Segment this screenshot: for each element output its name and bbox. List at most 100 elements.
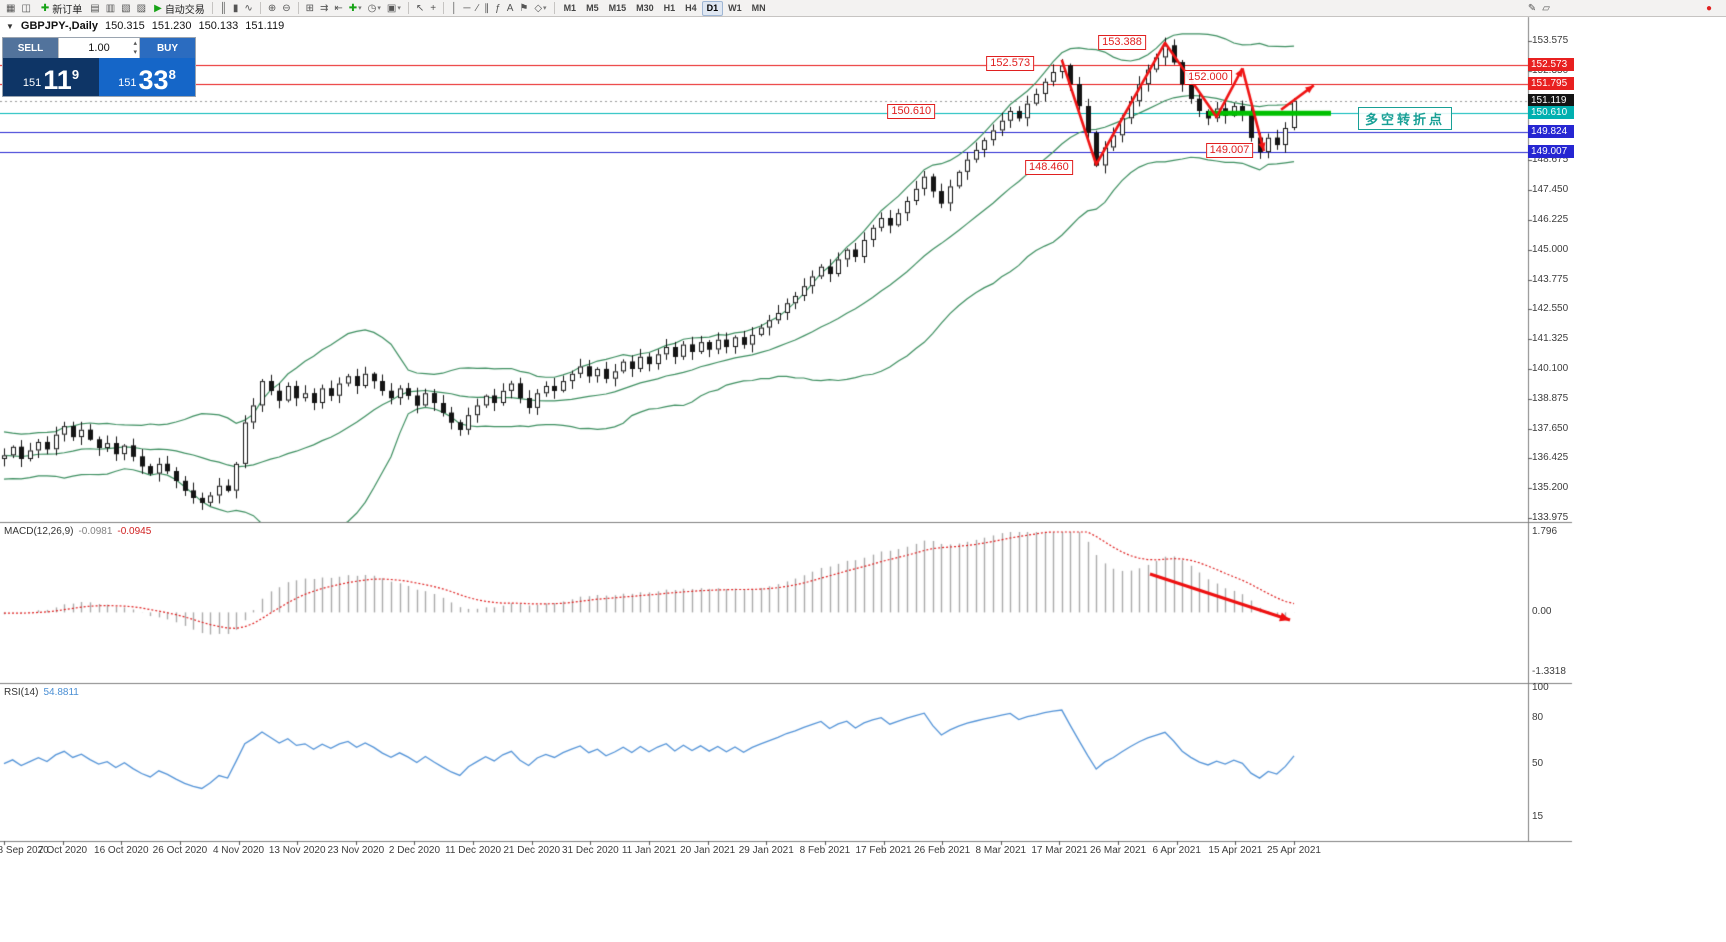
- navigator-icon: ▧: [121, 2, 131, 14]
- timeframe-H1-button[interactable]: H1: [663, 3, 676, 13]
- notification-icon-icon: ●: [1705, 2, 1712, 14]
- periods-button[interactable]: ◷ ▾: [365, 1, 384, 16]
- templates-icon: ▣: [386, 2, 397, 14]
- bid-small: 151: [22, 77, 42, 89]
- templates-button[interactable]: ▣ ▾: [384, 1, 404, 16]
- bid-sup: 9: [71, 67, 80, 82]
- new-order-button-label: 新订单: [52, 4, 83, 16]
- terminal-icon: ▨: [136, 2, 147, 14]
- rsi-indicator-label: RSI(14) 54.8811: [4, 687, 79, 698]
- new-chart-button[interactable]: ▦: [3, 1, 18, 16]
- rsi-value: 54.8811: [43, 687, 79, 698]
- data-window-icon: ▥: [105, 2, 116, 14]
- candlestick-chart-button[interactable]: ▮: [230, 1, 242, 16]
- toolbar-separator: [407, 2, 409, 14]
- mini-chart-icon-button[interactable]: ▱: [1539, 1, 1553, 16]
- fibonacci-icon: ƒ: [495, 2, 501, 14]
- vertical-line-icon: │: [451, 2, 458, 14]
- caret-down-icon: ▾: [377, 5, 381, 12]
- timeframe-M1-button[interactable]: M1: [563, 3, 577, 13]
- auto-trading-button[interactable]: ▶ 自动交易: [151, 1, 208, 16]
- macd-indicator-label: MACD(12,26,9) -0.0981 -0.0945: [4, 526, 151, 537]
- symbol-title: GBPJPY-,Daily: [20, 20, 98, 32]
- ask-price[interactable]: 151 33 8: [99, 58, 195, 96]
- notification-icon-button[interactable]: ●: [1703, 1, 1715, 16]
- timeframe-D1-button[interactable]: D1: [701, 0, 724, 16]
- text-label-button[interactable]: ⚑: [516, 1, 531, 16]
- data-window-button[interactable]: ▥: [103, 1, 118, 16]
- pencil-icon-button[interactable]: ✎: [1525, 1, 1539, 16]
- macd-name: MACD(12,26,9): [4, 526, 74, 537]
- timeframe-MN-button[interactable]: MN: [751, 3, 766, 13]
- navigator-button[interactable]: ▧: [118, 1, 133, 16]
- tile-windows-button[interactable]: ⊞: [303, 1, 317, 16]
- crosshair-button[interactable]: +: [427, 1, 439, 16]
- caret-down-icon: ▾: [543, 5, 547, 12]
- mini-chart-icon-icon: ▱: [1542, 2, 1550, 14]
- candlestick-chart-icon: ▮: [232, 2, 239, 14]
- indicators-icon: ✚: [348, 2, 358, 14]
- bar-chart-button[interactable]: ║: [217, 1, 230, 16]
- new-order-icon: ✚: [40, 2, 50, 14]
- one-click-trading-panel: SELL 1.00 ▴ ▾ BUY 151 11 9 151 33 8: [2, 37, 196, 97]
- timeframe-M15-button[interactable]: M15: [608, 3, 627, 13]
- tile-windows-icon: ⊞: [305, 2, 314, 14]
- profiles-button[interactable]: ◫: [18, 1, 33, 16]
- caret-down-icon: ▾: [397, 5, 401, 12]
- macd-value-main: -0.0981: [78, 526, 113, 537]
- timeframe-H4-button[interactable]: H4: [685, 3, 697, 13]
- ohlc-low: 150.133: [198, 20, 239, 32]
- volume-value: 1.00: [88, 42, 110, 54]
- timeframe-W1-button[interactable]: W1: [728, 3, 742, 13]
- profiles-icon: ◫: [21, 2, 31, 14]
- line-chart-button[interactable]: ∿: [241, 1, 255, 16]
- toolbar-separator: [553, 2, 555, 14]
- text-icon: A: [506, 2, 514, 14]
- timeframe-M30-button[interactable]: M30: [636, 3, 654, 13]
- horizontal-line-button[interactable]: ─: [460, 1, 473, 16]
- zoom-in-button[interactable]: ⊕: [265, 1, 279, 16]
- new-order-button[interactable]: ✚ 新订单: [38, 1, 85, 16]
- market-watch-icon: ▤: [90, 2, 100, 14]
- auto-trading-icon: ▶: [154, 2, 162, 14]
- symbol-header: ▼ GBPJPY-,Daily 150.315 151.230 150.133 …: [6, 20, 284, 32]
- chart-shift-button[interactable]: ⇤: [331, 1, 345, 16]
- bar-chart-icon: ║: [219, 2, 227, 14]
- trendline-button[interactable]: ∕: [473, 1, 481, 16]
- cursor-button[interactable]: ↖: [413, 1, 427, 16]
- arrows-button[interactable]: ◇ ▾: [531, 1, 549, 16]
- zoom-out-icon: ⊖: [282, 2, 291, 14]
- auto-trading-button-label: 自动交易: [164, 4, 205, 16]
- terminal-button[interactable]: ▨: [134, 1, 149, 16]
- volume-input[interactable]: 1.00 ▴ ▾: [59, 38, 139, 58]
- timeframe-M5-button[interactable]: M5: [586, 3, 599, 13]
- auto-scroll-button[interactable]: ⇉: [317, 1, 331, 16]
- cursor-icon: ↖: [415, 2, 425, 14]
- market-watch-button[interactable]: ▤: [87, 1, 102, 16]
- indicators-button[interactable]: ✚ ▾: [346, 1, 365, 16]
- sell-button[interactable]: SELL: [3, 38, 59, 58]
- auto-scroll-icon: ⇉: [319, 2, 329, 14]
- zoom-out-button[interactable]: ⊖: [279, 1, 293, 16]
- text-button[interactable]: A: [504, 1, 517, 16]
- buy-button[interactable]: BUY: [139, 38, 195, 58]
- volume-down-icon[interactable]: ▾: [133, 49, 137, 56]
- vertical-line-button[interactable]: │: [448, 1, 460, 16]
- bid-price[interactable]: 151 11 9: [3, 58, 99, 96]
- ohlc-open: 150.315: [104, 20, 145, 32]
- arrows-icon: ◇: [534, 2, 543, 14]
- channel-button[interactable]: ∥: [481, 1, 492, 16]
- ask-big: 33: [138, 65, 169, 95]
- fibonacci-button[interactable]: ƒ: [492, 1, 504, 16]
- toolbar-separator: [211, 2, 213, 14]
- pencil-icon-icon: ✎: [1527, 2, 1537, 14]
- line-chart-icon: ∿: [244, 2, 253, 14]
- horizontal-line-icon: ─: [463, 2, 471, 14]
- rsi-name: RSI(14): [4, 687, 39, 698]
- volume-up-icon[interactable]: ▴: [133, 40, 137, 47]
- one-click-toggle-icon[interactable]: ▼: [6, 21, 14, 31]
- ask-small: 151: [118, 77, 137, 89]
- crosshair-icon: +: [430, 2, 437, 14]
- volume-spinner: ▴ ▾: [133, 39, 137, 57]
